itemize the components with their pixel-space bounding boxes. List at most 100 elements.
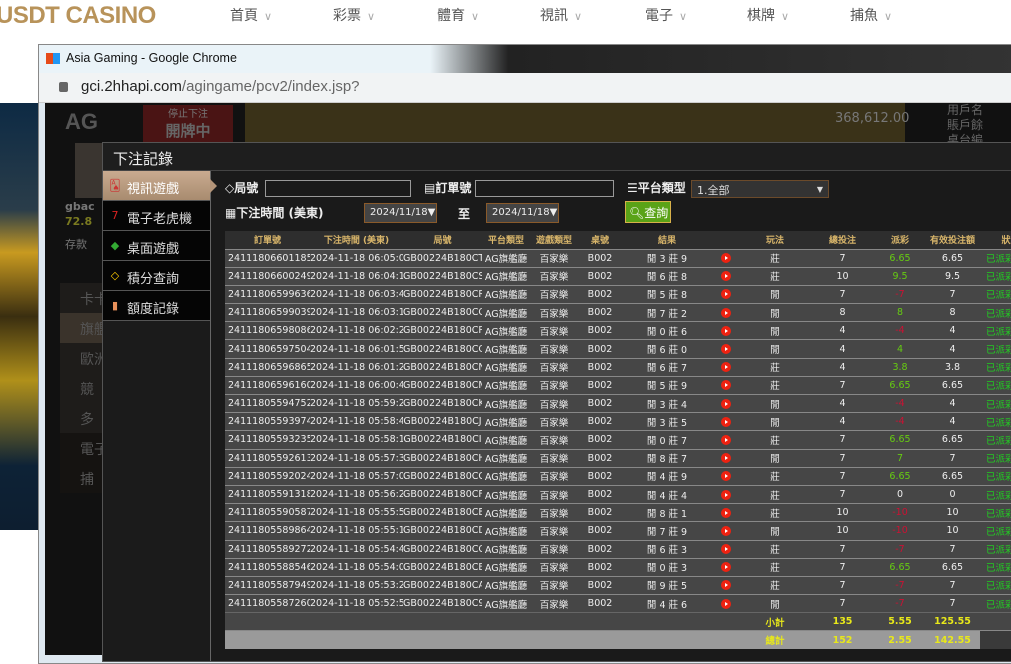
- video-replay-cell: [712, 503, 740, 522]
- table-row: 241118055885463 2024-11-18 05:54:02 GB0022…: [225, 557, 1011, 577]
- table-cell: 9.5: [925, 266, 980, 286]
- video-replay-cell: [712, 248, 740, 268]
- nav-item[interactable]: 捕魚 ∨: [850, 8, 893, 24]
- video-play-icon[interactable]: [721, 525, 731, 536]
- nav-item[interactable]: 棋牌 ∨: [747, 8, 790, 24]
- table-cell: 2.55: [875, 630, 925, 650]
- date-to-picker[interactable]: 2024/11/18▼: [486, 203, 559, 223]
- table-cell: B002: [578, 484, 622, 504]
- table-cell: 閒 6 莊 0: [622, 339, 712, 359]
- table-cell: AG旗艦廳: [482, 430, 530, 450]
- video-replay-cell: [712, 412, 740, 431]
- payout-cell: 9.5: [875, 266, 925, 286]
- table-cell: 閒: [740, 321, 810, 340]
- sidebar-item[interactable]: 7 電子老虎機: [103, 201, 210, 231]
- url-text[interactable]: gci.2hhapi.com/agingame/pcv2/index.jsp?: [81, 78, 360, 95]
- table-cell: 2024-11-18 06:03:45: [310, 284, 403, 304]
- column-header: 下注時間 (美東): [310, 231, 403, 249]
- platform-select[interactable]: 1.全部 ▼: [691, 180, 829, 198]
- payout-cell: 0: [875, 484, 925, 504]
- nav-item[interactable]: 體育 ∨: [437, 8, 480, 24]
- video-play-icon[interactable]: [721, 489, 731, 500]
- table-cell: 百家樂: [530, 557, 578, 577]
- video-play-icon[interactable]: [721, 289, 731, 300]
- sidebar-item[interactable]: ▮ 額度記錄: [103, 291, 210, 321]
- table-cell: 241118065961601: [225, 375, 310, 395]
- table-cell: [980, 612, 1011, 631]
- table-cell: GB00224B180C9: [403, 594, 482, 613]
- table-cell: GB00224B180CI: [403, 430, 482, 450]
- video-play-icon[interactable]: [721, 398, 731, 409]
- table-cell: GB00224B180CR: [403, 284, 482, 304]
- video-play-icon[interactable]: [721, 471, 731, 482]
- table-row: 241118065961601 2024-11-18 06:00:42 GB0022…: [225, 375, 1011, 395]
- sidebar-item[interactable]: ◆ 桌面遊戲: [103, 231, 210, 261]
- nav-item[interactable]: 電子 ∨: [645, 8, 688, 24]
- table-cell: GB00224B180CD: [403, 521, 482, 540]
- video-play-icon[interactable]: [721, 325, 731, 336]
- video-play-icon[interactable]: [721, 307, 731, 318]
- video-play-icon[interactable]: [721, 380, 731, 391]
- video-play-icon[interactable]: [721, 344, 731, 355]
- order-input[interactable]: [475, 180, 614, 197]
- table-cell: 閒: [740, 339, 810, 359]
- table-cell: 小計: [740, 612, 810, 631]
- bet-time-label: ▦下注時間 (美東): [225, 206, 324, 220]
- query-button[interactable]: 🔍︎查詢: [625, 201, 671, 223]
- video-play-icon[interactable]: [721, 271, 731, 282]
- table-cell: [403, 612, 482, 631]
- date-from-picker[interactable]: 2024/11/18▼: [364, 203, 437, 223]
- video-play-icon[interactable]: [721, 562, 731, 573]
- column-header: 有效投注額: [925, 231, 980, 249]
- sidebar-item[interactable]: 🂡 視訊遊戲: [103, 171, 217, 201]
- table-cell: 百家樂: [530, 303, 578, 322]
- table-row: 241118055879496 2024-11-18 05:53:29 GB0022…: [225, 575, 1011, 595]
- video-play-icon[interactable]: [721, 253, 731, 264]
- site-logo[interactable]: USDT CASINO: [0, 2, 156, 29]
- table-cell: 2024-11-18 05:58:11: [310, 430, 403, 450]
- video-play-icon[interactable]: [721, 416, 731, 427]
- table-row: 241118055898646 2024-11-18 05:55:11 GB0022…: [225, 521, 1011, 540]
- video-play-icon[interactable]: [721, 453, 731, 464]
- table-cell: 閒 9 莊 5: [622, 575, 712, 595]
- balance: 72.8: [65, 215, 93, 228]
- video-play-icon[interactable]: [721, 598, 731, 609]
- nav-item[interactable]: 首頁 ∨: [230, 8, 273, 24]
- table-cell: 莊: [740, 557, 810, 577]
- video-play-icon[interactable]: [721, 580, 731, 591]
- sidebar-item[interactable]: ◇ 積分查詢: [103, 261, 210, 291]
- column-header: 遊戲類型: [530, 231, 578, 249]
- address-bar[interactable]: gci.2hhapi.com/agingame/pcv2/index.jsp?: [39, 73, 1011, 103]
- table-cell: 閒 6 莊 3: [622, 539, 712, 559]
- table-cell: 7: [925, 539, 980, 559]
- round-input[interactable]: [265, 180, 411, 197]
- table-row: 241118055932350 2024-11-18 05:58:11 GB0022…: [225, 430, 1011, 450]
- table-cell: 百家樂: [530, 484, 578, 504]
- video-play-icon[interactable]: [721, 434, 731, 445]
- video-play-icon[interactable]: [721, 362, 731, 373]
- chevron-down-icon: ∨: [781, 10, 790, 23]
- table-cell: 2024-11-18 05:52:53: [310, 594, 403, 613]
- nav-item[interactable]: 彩票 ∨: [333, 8, 376, 24]
- column-header: 局號: [403, 231, 482, 249]
- table-cell: B002: [578, 321, 622, 340]
- search-icon: 🔍︎: [629, 206, 645, 220]
- nav-item[interactable]: 視訊 ∨: [540, 8, 583, 24]
- video-replay-cell: [712, 430, 740, 450]
- video-play-icon[interactable]: [721, 544, 731, 555]
- table-cell: AG旗艦廳: [482, 266, 530, 286]
- video-play-icon[interactable]: [721, 507, 731, 518]
- deposit-link[interactable]: 存款: [65, 238, 87, 251]
- table-cell: 2024-11-18 05:55:11: [310, 521, 403, 540]
- table-cell: 4: [925, 393, 980, 413]
- table-cell: 10: [925, 503, 980, 522]
- payout-cell: 6.65: [875, 248, 925, 268]
- table-cell: [225, 630, 310, 650]
- table-cell: 241118065990399: [225, 303, 310, 322]
- table-cell: 10: [810, 521, 875, 540]
- table-cell: B002: [578, 466, 622, 486]
- video-replay-cell: [712, 303, 740, 322]
- chevron-down-icon: ∨: [367, 10, 376, 23]
- chevron-down-icon: ∨: [679, 10, 688, 23]
- table-cell: 241118055898646: [225, 521, 310, 540]
